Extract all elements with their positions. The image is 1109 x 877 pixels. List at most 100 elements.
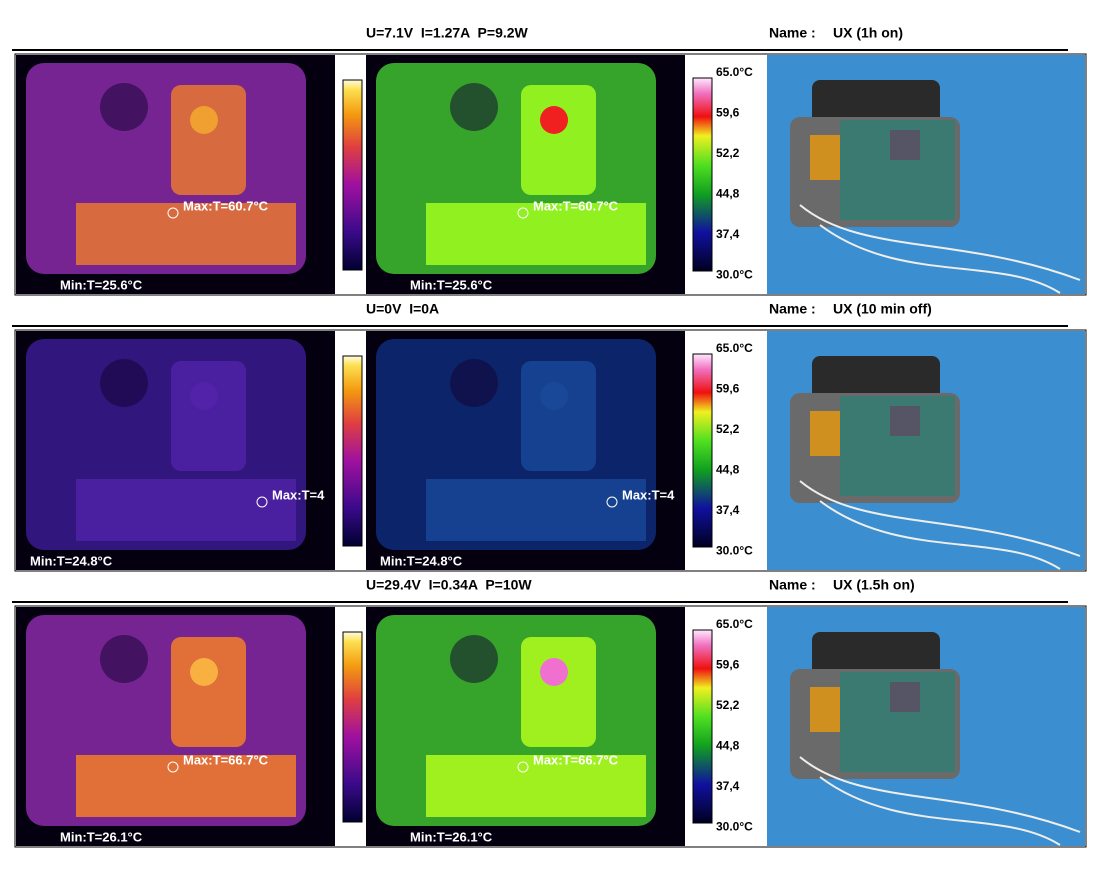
colorbar (692, 353, 713, 548)
scale-label: 30.0°C (716, 820, 753, 834)
conditions: U=7.1V I=1.27A P=9.2W (366, 25, 529, 41)
scale-label: 52,2 (716, 146, 740, 160)
thermal-image: Max:T=60.7°C Min:T=25.6°C (16, 55, 335, 294)
colorbar (692, 77, 713, 272)
device (812, 632, 940, 677)
thermal-image: Max:T=66.7°C Min:T=26.1°C (16, 607, 335, 846)
max-label: Max:T=60.7°C (533, 198, 619, 213)
flex (810, 411, 840, 456)
scale-label: 44,8 (716, 187, 740, 201)
hotspot (190, 106, 218, 134)
crosshair (606, 496, 618, 508)
chip (171, 361, 246, 471)
scale-label: 52,2 (716, 698, 740, 712)
chip (521, 85, 596, 195)
scale-label: 65.0°C (716, 65, 753, 79)
fan (450, 359, 498, 407)
colorbar (692, 629, 713, 824)
fan (100, 83, 148, 131)
min-label: Min:T=26.1°C (60, 829, 143, 844)
max-label: Max:T=66.7°C (183, 752, 269, 767)
min-label: Min:T=26.1°C (410, 829, 493, 844)
max-label: Max:T=4 (622, 487, 675, 502)
scale-label: 52,2 (716, 422, 740, 436)
chip (171, 637, 246, 747)
board-hot (76, 479, 296, 541)
fan (450, 83, 498, 131)
device (812, 80, 940, 125)
hotspot (190, 382, 218, 410)
scale-label: 44,8 (716, 739, 740, 753)
name-label: Name : (769, 577, 816, 593)
flex (810, 687, 840, 732)
wires (799, 480, 1081, 570)
cpu (890, 406, 920, 436)
name: UX (10 min off) (833, 301, 932, 317)
device (812, 356, 940, 401)
name: UX (1h on) (833, 25, 903, 41)
conditions: U=0V I=0A (366, 301, 439, 317)
cpu (890, 130, 920, 160)
max-label: Max:T=60.7°C (183, 198, 269, 213)
scale-label: 37,4 (716, 227, 740, 241)
thermal-image: Max:T=4 Min:T=24.8°C (16, 331, 335, 570)
name-label: Name : (769, 301, 816, 317)
fan (100, 359, 148, 407)
photo (767, 607, 1085, 846)
board-hot (426, 479, 646, 541)
min-label: Min:T=24.8°C (380, 553, 463, 568)
chip (171, 85, 246, 195)
crosshair (517, 207, 529, 219)
colorbar (342, 79, 363, 271)
colorbar (342, 355, 363, 547)
photo (767, 55, 1085, 294)
board-hot (76, 203, 296, 265)
scale-label: 59,6 (716, 382, 740, 396)
fan (450, 635, 498, 683)
hotspot (190, 658, 218, 686)
crosshair (167, 207, 179, 219)
scale-label: 59,6 (716, 658, 740, 672)
max-label: Max:T=66.7°C (533, 752, 619, 767)
flex (810, 135, 840, 180)
crosshair (167, 761, 179, 773)
min-label: Min:T=25.6°C (410, 277, 493, 292)
chip (521, 361, 596, 471)
board-hot (426, 755, 646, 817)
frame (14, 605, 1087, 848)
colorbar (342, 631, 363, 823)
min-label: Min:T=25.6°C (60, 277, 143, 292)
scale-label: 65.0°C (716, 617, 753, 631)
scale-label: 44,8 (716, 463, 740, 477)
photo (767, 331, 1085, 570)
thermal-image: Max:T=66.7°C Min:T=26.1°C (366, 607, 685, 846)
hotspot (540, 106, 568, 134)
min-label: Min:T=24.8°C (30, 553, 113, 568)
scale-label: 65.0°C (716, 341, 753, 355)
scale-label: 37,4 (716, 779, 740, 793)
wires (799, 204, 1081, 294)
frame (14, 329, 1087, 572)
scale-label: 37,4 (716, 503, 740, 517)
conditions: U=29.4V I=0.34A P=10W (366, 577, 532, 593)
name: UX (1.5h on) (833, 577, 915, 593)
crosshair (256, 496, 268, 508)
hotspot (540, 382, 568, 410)
frame (14, 53, 1087, 296)
crosshair (517, 761, 529, 773)
hotspot (540, 658, 568, 686)
board-hot (76, 755, 296, 817)
max-label: Max:T=4 (272, 487, 325, 502)
scale-label: 30.0°C (716, 544, 753, 558)
chip (521, 637, 596, 747)
thermal-image: Max:T=4 Min:T=24.8°C (366, 331, 685, 570)
thermal-image: Max:T=60.7°C Min:T=25.6°C (366, 55, 685, 294)
cpu (890, 682, 920, 712)
fan (100, 635, 148, 683)
board-hot (426, 203, 646, 265)
scale-label: 59,6 (716, 106, 740, 120)
scale-label: 30.0°C (716, 268, 753, 282)
name-label: Name : (769, 25, 816, 41)
wires (799, 756, 1081, 846)
